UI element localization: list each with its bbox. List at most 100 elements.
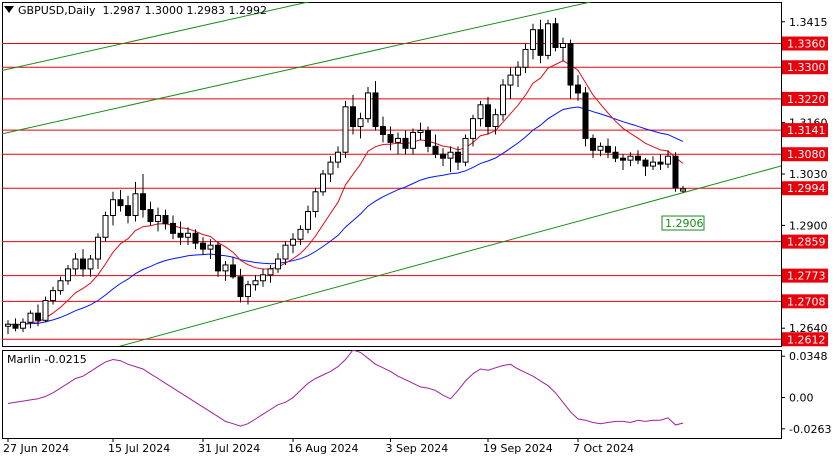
candle-body	[612, 151, 619, 159]
ohlc-label: 1.2987 1.3000 1.2983 1.2992	[102, 4, 267, 17]
level-tag	[782, 123, 828, 138]
candle-body	[147, 209, 154, 222]
level-tag-label: 1.2859	[787, 236, 826, 249]
trendline-tag	[661, 215, 705, 231]
candle-body	[237, 276, 244, 298]
channel-line-middle	[2, 2, 593, 135]
candle-body	[485, 104, 491, 128]
candle-body	[567, 43, 574, 86]
candle-body	[5, 323, 11, 327]
level-tag	[782, 332, 828, 347]
level-tag	[782, 147, 828, 162]
level-tag-label: 1.3141	[787, 124, 826, 137]
candle-body	[192, 232, 199, 244]
candle-body	[57, 280, 64, 292]
candle-body	[492, 114, 499, 128]
indicator-axis-label: -0.0263	[789, 423, 831, 436]
main-frame	[2, 2, 782, 347]
trendline-tag-label: 1.2906	[665, 217, 704, 230]
level-tag	[782, 294, 828, 309]
candle-body	[425, 130, 431, 147]
level-tag	[782, 36, 828, 51]
candle-body	[282, 244, 289, 260]
candle-body	[335, 151, 341, 163]
level-tag	[782, 91, 828, 106]
symbol-label: GBPUSD,Daily	[18, 4, 96, 17]
candle-body	[177, 232, 184, 238]
candle-body	[95, 236, 101, 260]
candle-body	[110, 199, 116, 217]
candle-body	[290, 238, 296, 246]
time-axis-label: 31 Jul 2024	[198, 442, 260, 455]
level-tag	[782, 181, 828, 196]
candle-body	[275, 258, 281, 270]
candle-body	[522, 48, 529, 68]
candle-body	[365, 92, 371, 120]
level-tag-label: 1.3300	[787, 61, 826, 74]
level-tag-label: 1.3220	[787, 93, 826, 106]
candle-body	[42, 300, 49, 321]
candle-body	[597, 145, 604, 151]
candle-body	[342, 106, 349, 153]
candle-body	[650, 161, 656, 167]
candle-body	[575, 84, 581, 94]
indicator-axis-label: 0.0348	[789, 350, 828, 363]
indicator-plot	[7, 350, 684, 427]
candle-body	[245, 284, 251, 298]
candle-body	[402, 137, 409, 149]
candle-body	[140, 193, 146, 211]
candle-body	[680, 188, 686, 192]
candle-body	[27, 312, 34, 323]
channel-line-lower	[118, 165, 781, 346]
candle-body	[380, 126, 386, 135]
time-axis-label: 27 Jun 2024	[3, 442, 69, 455]
candle-body	[620, 157, 626, 161]
candle-body	[102, 215, 109, 238]
candle-body	[357, 118, 364, 128]
candle-body	[605, 145, 611, 153]
candle-body	[35, 312, 41, 321]
candle-body	[440, 153, 446, 159]
candle-body	[410, 131, 416, 149]
oscillator-line	[7, 350, 684, 427]
price-axis-label: 1.2640	[789, 322, 828, 335]
candle-body	[462, 137, 469, 163]
candle-body	[560, 43, 566, 48]
moving-average-fast	[7, 60, 684, 326]
level-tag	[782, 60, 828, 75]
candle-body	[72, 258, 79, 270]
candle-body	[387, 133, 394, 143]
candle-body	[395, 137, 401, 143]
candle-body	[185, 232, 191, 238]
candle-body	[665, 155, 671, 165]
candle-body	[252, 280, 259, 286]
collapse-triangle-icon[interactable]	[4, 6, 14, 13]
candle-body	[305, 211, 311, 230]
candle-body	[125, 205, 131, 217]
level-tag-label: 1.2612	[787, 333, 826, 346]
candle-body	[582, 92, 589, 139]
candle-body	[635, 155, 641, 161]
candle-body	[455, 151, 461, 163]
candle-body	[642, 159, 649, 167]
candle-body	[267, 268, 274, 276]
candle-body	[515, 66, 521, 76]
time-axis-label: 15 Jul 2024	[108, 442, 170, 455]
time-axis-label: 3 Sep 2024	[386, 442, 449, 455]
candle-body	[155, 215, 161, 222]
candle-body	[312, 191, 319, 213]
level-tag-label: 1.2994	[787, 182, 826, 195]
candle-body	[200, 242, 206, 250]
level-tag-label: 1.3080	[787, 148, 826, 161]
level-tag-label: 1.2708	[787, 295, 826, 308]
candle-body	[162, 215, 169, 224]
candle-body	[432, 145, 439, 155]
candle-body	[222, 264, 229, 272]
candle-body	[627, 155, 634, 161]
candle-body	[260, 274, 266, 282]
level-tag	[782, 268, 828, 283]
time-axis-label: 16 Aug 2024	[288, 442, 358, 455]
candle-body	[530, 29, 536, 50]
candle-body	[537, 29, 544, 56]
candle-body	[12, 323, 19, 329]
